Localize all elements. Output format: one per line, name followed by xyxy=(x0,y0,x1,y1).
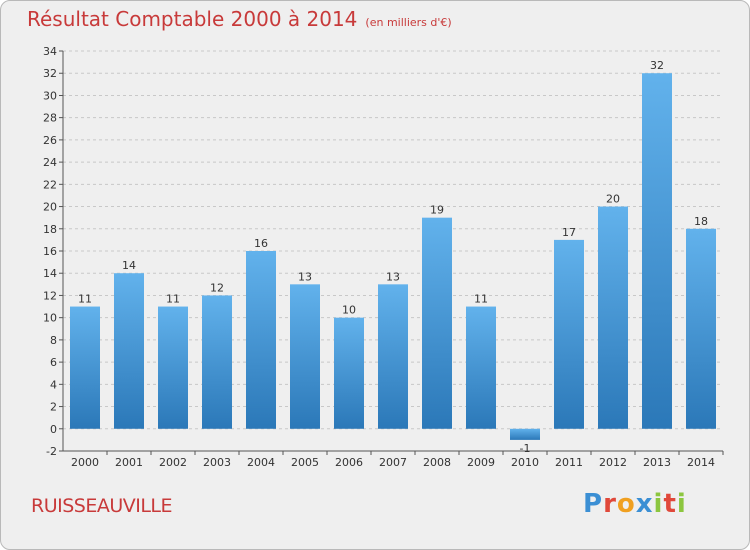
y-tick-label: 2 xyxy=(50,401,57,414)
data-label: 16 xyxy=(254,237,268,250)
bar xyxy=(246,251,276,429)
y-tick-label: 0 xyxy=(50,423,57,436)
axes xyxy=(59,50,724,455)
data-label: 12 xyxy=(210,281,224,294)
bar xyxy=(686,228,716,429)
data-label: 10 xyxy=(342,304,356,317)
y-tick-label: 16 xyxy=(43,245,57,258)
bars xyxy=(70,73,716,440)
y-tick-label: 34 xyxy=(43,45,57,58)
data-label: 14 xyxy=(122,259,136,272)
x-tick-label: 2012 xyxy=(599,456,627,469)
data-label: -1 xyxy=(520,442,531,455)
bar xyxy=(422,217,452,429)
bar xyxy=(70,306,100,429)
data-label: 11 xyxy=(474,293,488,306)
data-label: 11 xyxy=(166,293,180,306)
commune-name: RUISSEAUVILLE xyxy=(31,495,173,517)
y-tick-label: 10 xyxy=(43,312,57,325)
y-tick-label: 18 xyxy=(43,223,57,236)
y-tick-label: 4 xyxy=(50,378,57,391)
x-tick-label: 2005 xyxy=(291,456,319,469)
y-tick-label: -2 xyxy=(46,445,57,458)
data-label: 13 xyxy=(298,270,312,283)
x-tick-label: 2011 xyxy=(555,456,583,469)
y-tick-label: 26 xyxy=(43,134,57,147)
x-tick-label: 2002 xyxy=(159,456,187,469)
y-tick-label: 14 xyxy=(43,267,57,280)
data-label: 20 xyxy=(606,193,620,206)
logo-letter: r xyxy=(603,489,617,519)
bar xyxy=(378,284,408,429)
data-label: 19 xyxy=(430,204,444,217)
logo-letter: t xyxy=(663,489,677,519)
data-label: 17 xyxy=(562,226,576,239)
y-tick-label: 32 xyxy=(43,67,57,80)
proxiti-logo: Proxiti xyxy=(583,489,687,519)
logo-letter: o xyxy=(616,489,636,519)
y-tick-label: 30 xyxy=(43,89,57,102)
bar xyxy=(598,206,628,429)
y-tick-label: 24 xyxy=(43,156,57,169)
y-tick-label: 12 xyxy=(43,289,57,302)
logo-letter: i xyxy=(653,489,664,519)
bar xyxy=(554,239,584,429)
x-tick-label: 2007 xyxy=(379,456,407,469)
y-tick-label: 20 xyxy=(43,201,57,214)
chart-title-text: Résultat Comptable 2000 à 2014 xyxy=(27,7,358,31)
bar xyxy=(510,428,540,440)
x-tick-label: 2010 xyxy=(511,456,539,469)
x-tick-label: 2006 xyxy=(335,456,363,469)
data-label: 11 xyxy=(78,293,92,306)
x-tick-label: 2004 xyxy=(247,456,275,469)
x-tick-label: 2013 xyxy=(643,456,671,469)
y-tick-label: 28 xyxy=(43,112,57,125)
x-tick-label: 2003 xyxy=(203,456,231,469)
logo-letter: i xyxy=(676,489,687,519)
logo-letter: P xyxy=(583,489,604,519)
chart-title: Résultat Comptable 2000 à 2014 (en millie… xyxy=(27,7,452,31)
bar xyxy=(334,317,364,429)
x-tick-label: 2014 xyxy=(687,456,715,469)
x-tick-label: 2000 xyxy=(71,456,99,469)
data-label: 32 xyxy=(650,59,664,72)
chart-subtitle: (en milliers d'€) xyxy=(365,16,452,29)
bar xyxy=(158,306,188,429)
bar xyxy=(642,73,672,429)
bar xyxy=(114,273,144,429)
bar xyxy=(202,295,232,429)
y-tick-label: 6 xyxy=(50,356,57,369)
bar xyxy=(466,306,496,429)
x-tick-label: 2008 xyxy=(423,456,451,469)
data-label: 13 xyxy=(386,270,400,283)
x-tick-label: 2001 xyxy=(115,456,143,469)
bar xyxy=(290,284,320,429)
data-label: 18 xyxy=(694,215,708,228)
y-tick-label: 8 xyxy=(50,334,57,347)
x-tick-label: 2009 xyxy=(467,456,495,469)
labels: -202468101214161820222426283032342000112… xyxy=(43,45,715,469)
logo-letter: x xyxy=(635,489,654,519)
y-tick-label: 22 xyxy=(43,178,57,191)
